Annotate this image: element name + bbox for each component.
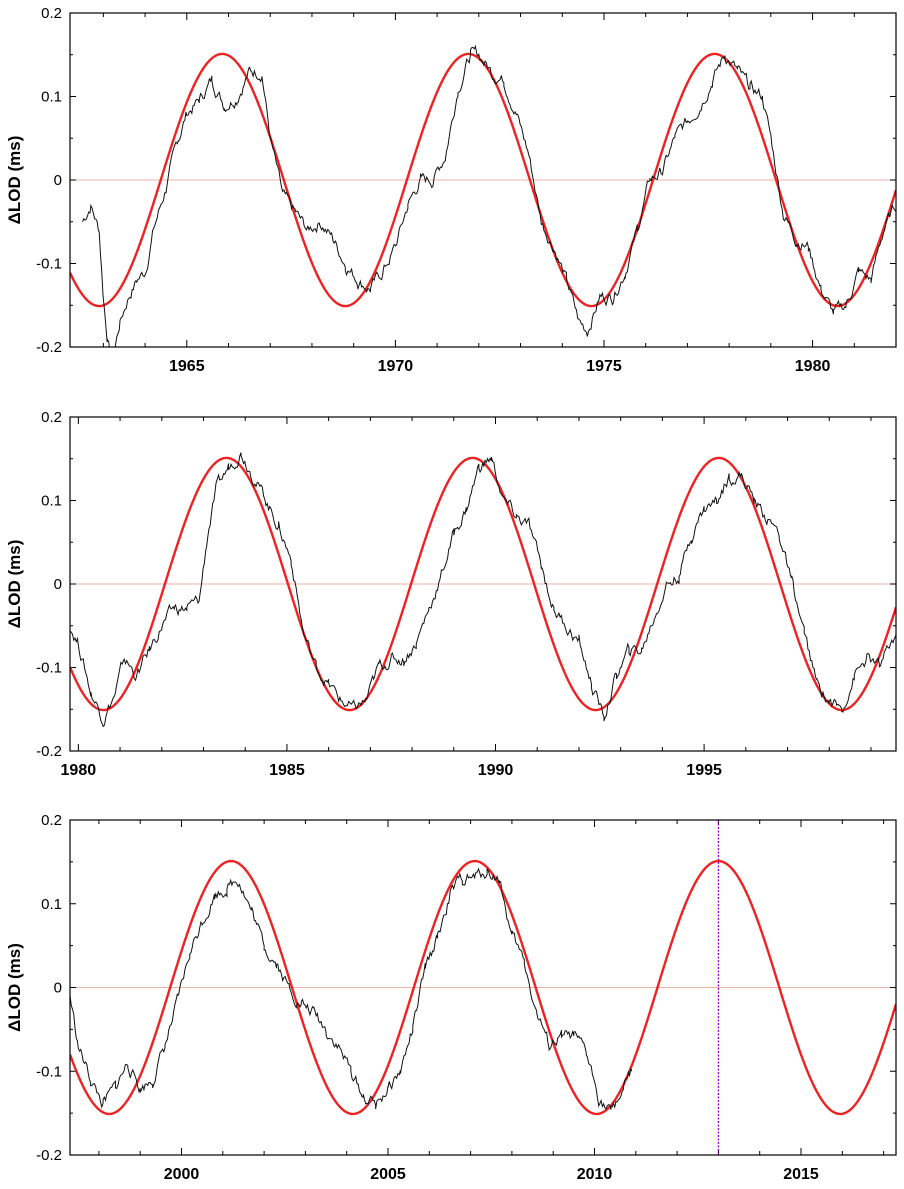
y-tick-label: 0.1 (41, 896, 62, 913)
x-tick-label: 1965 (169, 358, 205, 375)
x-tick-label: 1980 (795, 358, 831, 375)
x-tick-label: 2015 (783, 1166, 819, 1183)
y-tick-label: 0.1 (41, 493, 62, 510)
y-tick-label: 0.1 (41, 89, 62, 106)
y-axis-label: ΔLOD (ms) (5, 540, 24, 629)
y-axis-label: ΔLOD (ms) (5, 943, 24, 1032)
panel-1980-1999: 0.2 0.1 0 -0.1 -0.2 1980 1985 1990 1995 ΔLOD (ms) (5, 409, 897, 779)
x-tick-label: 2005 (370, 1166, 406, 1183)
y-axis-label: ΔLOD (ms) (5, 136, 24, 225)
y-tick-label: 0.2 (41, 409, 62, 426)
observed-lod-series (70, 867, 633, 1110)
plot-frame (69, 416, 897, 752)
observed-lod-series (82, 44, 896, 347)
y-tick-label: -0.1 (36, 256, 62, 273)
y-tick-label: 0.2 (41, 5, 62, 22)
y-tick-label: 0.2 (41, 812, 62, 829)
x-tick-label: 1980 (61, 762, 97, 779)
y-tick-label: -0.1 (36, 660, 62, 677)
model-sine-curve (70, 859, 896, 1116)
model-sine-curve (70, 456, 896, 712)
y-tick-label: 0 (54, 172, 62, 189)
panel-1962-1982: 0.2 0.1 0 -0.1 -0.2 1965 1970 1975 1980 ΔLOD (ms) (5, 5, 897, 375)
y-tick-label: -0.2 (36, 1147, 62, 1164)
y-tick-label: -0.1 (36, 1063, 62, 1080)
x-tick-label: 2000 (164, 1166, 200, 1183)
x-tick-label: 1995 (686, 762, 722, 779)
panel-1997-2017: 0.2 0.1 0 -0.1 -0.2 2000 2005 2010 2015 ΔLOD (ms) (5, 812, 897, 1183)
y-tick-label: 0 (54, 576, 62, 593)
observed-lod-series (70, 452, 896, 728)
plot-frame (69, 12, 897, 348)
x-tick-label: 1975 (586, 358, 622, 375)
plot-frame (69, 819, 897, 1156)
x-tick-label: 1970 (378, 358, 414, 375)
x-tick-label: 1985 (269, 762, 305, 779)
x-tick-label: 1990 (478, 762, 514, 779)
y-tick-label: 0 (54, 980, 62, 997)
y-tick-label: -0.2 (36, 743, 62, 760)
x-tick-label: 2010 (577, 1166, 613, 1183)
y-tick-label: -0.2 (36, 339, 62, 356)
